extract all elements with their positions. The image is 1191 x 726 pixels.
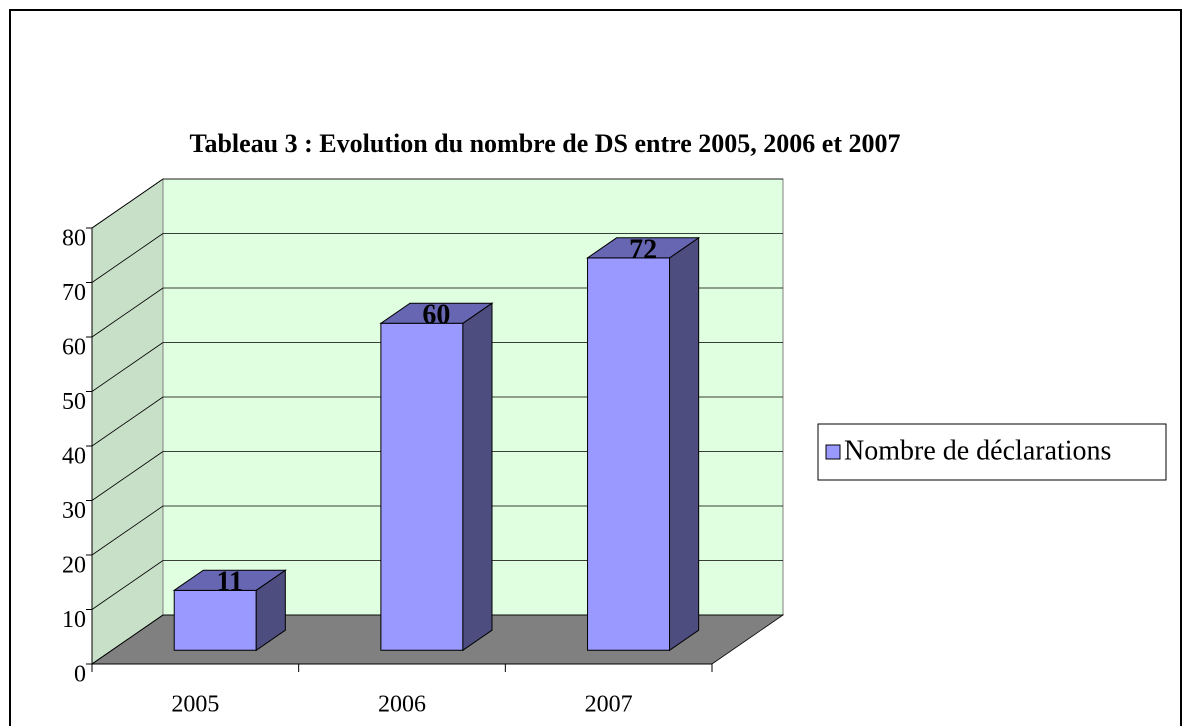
bar-front — [173, 589, 257, 651]
chart-title: Tableau 3 : Evolution du nombre de DS en… — [190, 129, 901, 158]
y-tick-label: 10 — [62, 607, 86, 633]
bar-top — [585, 237, 701, 259]
bar — [172, 569, 287, 652]
grid-line — [91, 560, 164, 610]
grid-line — [91, 505, 164, 556]
data-label: 72 — [629, 234, 657, 265]
bar — [585, 236, 701, 652]
grid-line — [91, 287, 164, 338]
bar-side — [462, 302, 493, 652]
bar-top — [172, 569, 287, 591]
y-tick-label: 60 — [62, 335, 86, 361]
x-tick-label: 2007 — [585, 692, 633, 718]
data-label: 11 — [217, 567, 243, 598]
y-tick-label: 30 — [62, 498, 86, 524]
grid-line — [91, 178, 164, 229]
bar-top — [379, 302, 494, 324]
x-tick-label: 2006 — [378, 692, 426, 718]
y-tick-label: 20 — [62, 553, 86, 579]
x-tick-label: 2005 — [171, 692, 219, 718]
grid-line — [91, 451, 164, 501]
y-tick-label: 70 — [62, 280, 86, 306]
data-label: 60 — [422, 300, 450, 331]
y-tick-label: 40 — [62, 444, 86, 470]
legend-box — [817, 423, 1167, 481]
bar-front — [380, 322, 464, 651]
grid-line — [91, 342, 164, 392]
y-tick-label: 0 — [74, 662, 86, 688]
legend-label: Nombre de déclarations — [844, 435, 1111, 466]
legend-swatch — [825, 444, 841, 460]
y-tick-label: 50 — [62, 389, 86, 415]
y-tick-label: 80 — [62, 226, 86, 252]
bar — [379, 302, 494, 652]
grid-line — [91, 396, 164, 447]
bar-side — [669, 236, 700, 652]
grid-line — [91, 614, 164, 665]
bar-front — [587, 257, 671, 651]
grid-line — [91, 233, 164, 283]
